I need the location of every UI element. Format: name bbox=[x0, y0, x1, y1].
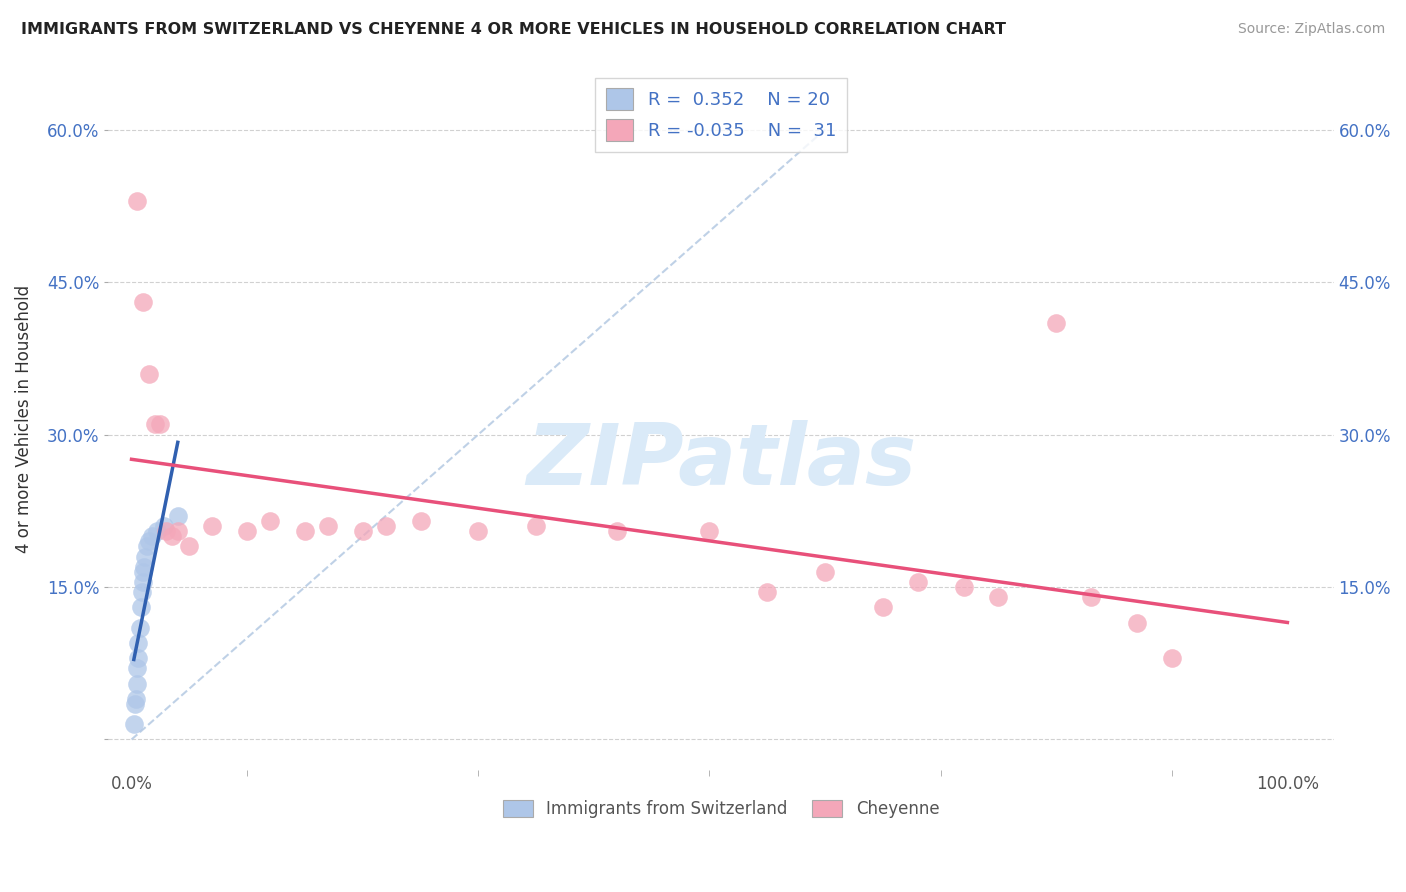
Point bbox=[124, 697, 146, 711]
Legend: Immigrants from Switzerland, Cheyenne: Immigrants from Switzerland, Cheyenne bbox=[496, 793, 946, 825]
Point bbox=[1045, 316, 1067, 330]
Point bbox=[141, 529, 163, 543]
Point bbox=[132, 295, 155, 310]
Point bbox=[467, 524, 489, 538]
Point bbox=[1080, 590, 1102, 604]
Point bbox=[155, 524, 177, 538]
Point bbox=[134, 549, 156, 564]
Point bbox=[127, 661, 149, 675]
Point bbox=[699, 524, 721, 538]
Point bbox=[134, 559, 156, 574]
Point bbox=[122, 717, 145, 731]
Point bbox=[146, 524, 169, 538]
Point bbox=[316, 519, 339, 533]
Point bbox=[143, 417, 166, 432]
Point bbox=[294, 524, 316, 538]
Y-axis label: 4 or more Vehicles in Household: 4 or more Vehicles in Household bbox=[15, 285, 32, 553]
Point bbox=[1126, 615, 1149, 630]
Point bbox=[952, 580, 974, 594]
Point bbox=[135, 539, 157, 553]
Point bbox=[872, 600, 894, 615]
Point bbox=[131, 585, 153, 599]
Point bbox=[138, 534, 160, 549]
Point bbox=[756, 585, 779, 599]
Point bbox=[127, 194, 149, 208]
Point bbox=[814, 565, 837, 579]
Point bbox=[127, 651, 149, 665]
Point bbox=[166, 508, 188, 523]
Point bbox=[149, 417, 172, 432]
Point bbox=[524, 519, 547, 533]
Point bbox=[127, 676, 149, 690]
Point bbox=[132, 565, 155, 579]
Text: IMMIGRANTS FROM SWITZERLAND VS CHEYENNE 4 OR MORE VEHICLES IN HOUSEHOLD CORRELAT: IMMIGRANTS FROM SWITZERLAND VS CHEYENNE … bbox=[21, 22, 1007, 37]
Point bbox=[160, 529, 183, 543]
Point bbox=[138, 367, 160, 381]
Point bbox=[128, 621, 150, 635]
Point bbox=[236, 524, 259, 538]
Point bbox=[127, 636, 149, 650]
Point bbox=[352, 524, 374, 538]
Text: ZIPatlas: ZIPatlas bbox=[526, 420, 917, 503]
Point bbox=[259, 514, 281, 528]
Point bbox=[201, 519, 224, 533]
Point bbox=[125, 691, 148, 706]
Point bbox=[1160, 651, 1182, 665]
Point bbox=[409, 514, 432, 528]
Point bbox=[907, 574, 929, 589]
Point bbox=[132, 574, 155, 589]
Point bbox=[129, 600, 152, 615]
Point bbox=[987, 590, 1010, 604]
Point bbox=[606, 524, 628, 538]
Point bbox=[179, 539, 201, 553]
Point bbox=[374, 519, 396, 533]
Point bbox=[153, 519, 176, 533]
Text: Source: ZipAtlas.com: Source: ZipAtlas.com bbox=[1237, 22, 1385, 37]
Point bbox=[166, 524, 188, 538]
